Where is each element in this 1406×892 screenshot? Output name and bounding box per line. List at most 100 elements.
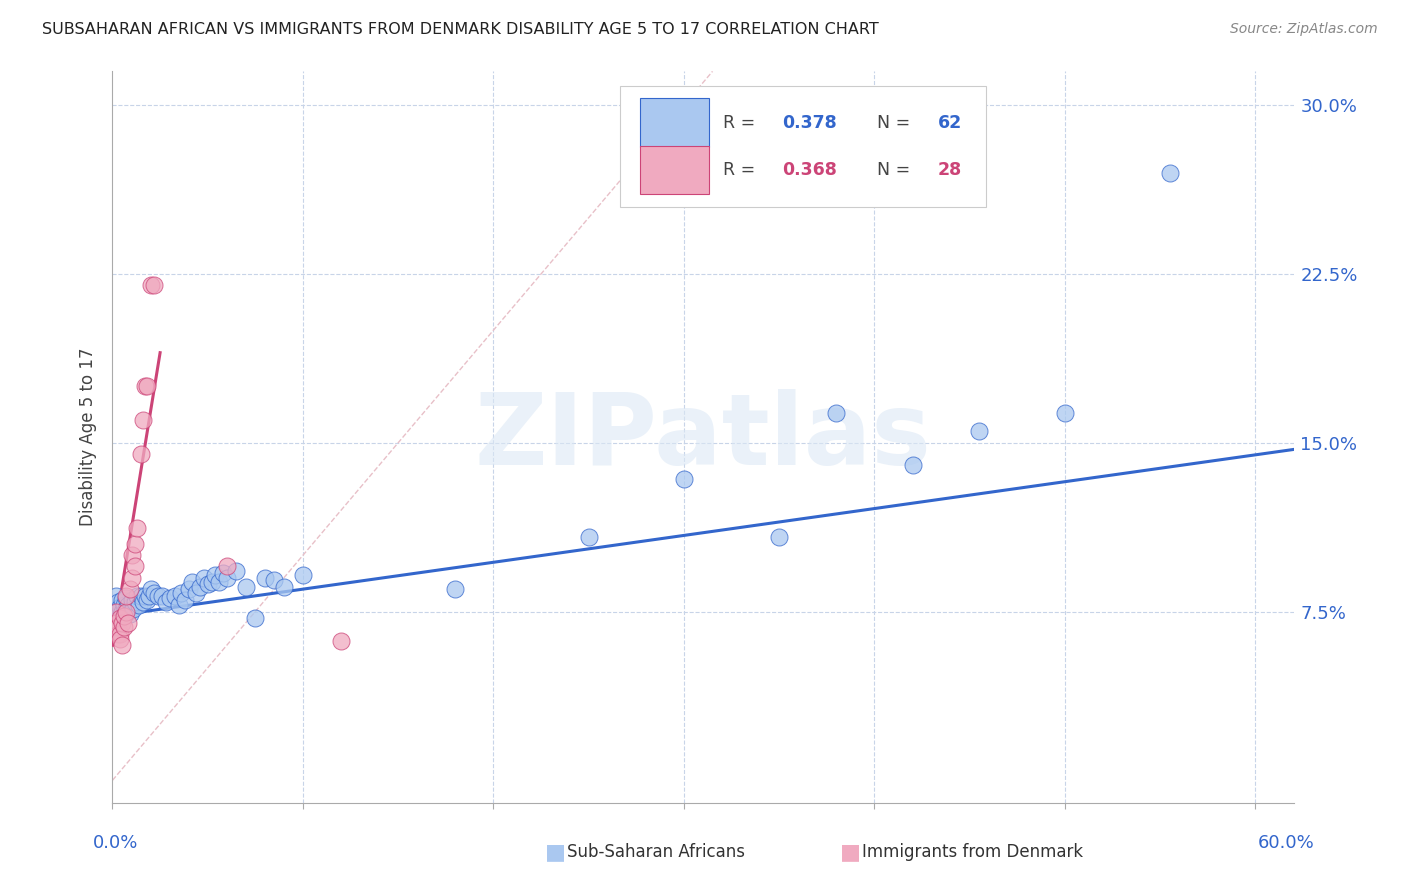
Point [188, 580, 211, 594]
Point [273, 580, 295, 594]
Point [124, 595, 146, 609]
Point [212, 566, 235, 581]
Point [112, 609, 135, 624]
Text: 0.0%: 0.0% [93, 834, 138, 852]
Point [225, 564, 247, 578]
Text: 0.378: 0.378 [782, 113, 837, 131]
Point [444, 582, 467, 596]
Point [121, 548, 143, 562]
Point [170, 586, 193, 600]
Point [148, 589, 170, 603]
Point [121, 598, 143, 612]
Point [128, 598, 150, 612]
Point [173, 593, 195, 607]
FancyBboxPatch shape [640, 98, 709, 146]
Point [118, 582, 141, 596]
Point [150, 589, 173, 603]
Point [155, 595, 177, 609]
Point [139, 278, 162, 293]
Point [108, 632, 131, 646]
Point [1159, 166, 1181, 180]
Point [143, 586, 166, 600]
Text: 28: 28 [938, 161, 962, 179]
Point [768, 530, 790, 544]
Point [291, 568, 314, 582]
Point [122, 602, 145, 616]
Point [105, 589, 128, 603]
Point [159, 591, 181, 605]
Point [114, 602, 136, 616]
Point [167, 598, 190, 612]
Point [107, 602, 129, 616]
Point [124, 537, 146, 551]
Point [235, 580, 257, 594]
Point [117, 615, 139, 630]
Text: Source: ZipAtlas.com: Source: ZipAtlas.com [1230, 22, 1378, 37]
Point [263, 573, 285, 587]
Point [139, 582, 162, 596]
Point [121, 593, 143, 607]
Text: 0.368: 0.368 [782, 161, 837, 179]
Point [108, 627, 131, 641]
Point [245, 611, 267, 625]
Text: ZIPatlas: ZIPatlas [475, 389, 931, 485]
Point [578, 530, 600, 544]
Point [114, 605, 136, 619]
Point [330, 633, 353, 648]
Point [105, 615, 128, 630]
Point [107, 620, 129, 634]
Point [108, 609, 131, 624]
Point [135, 379, 157, 393]
Point [1053, 407, 1076, 421]
Point [204, 568, 226, 582]
Text: Immigrants from Denmark: Immigrants from Denmark [862, 843, 1083, 861]
Point [114, 591, 136, 605]
Point [197, 577, 219, 591]
Y-axis label: Disability Age 5 to 17: Disability Age 5 to 17 [79, 348, 97, 526]
Text: R =: R = [723, 161, 761, 179]
Point [111, 615, 134, 630]
Point [135, 593, 157, 607]
Point [132, 595, 155, 609]
Point [111, 638, 134, 652]
Point [112, 607, 135, 621]
Point [129, 589, 152, 603]
Point [121, 571, 143, 585]
Point [967, 425, 990, 439]
Point [825, 407, 848, 421]
Point [111, 605, 134, 619]
Point [143, 278, 166, 293]
FancyBboxPatch shape [640, 146, 709, 194]
Point [672, 472, 695, 486]
Point [132, 413, 155, 427]
Point [112, 598, 135, 612]
Point [253, 571, 276, 585]
Point [107, 627, 129, 641]
Point [114, 589, 136, 603]
Point [127, 521, 149, 535]
Point [138, 589, 160, 603]
Text: 62: 62 [938, 113, 962, 131]
Text: SUBSAHARAN AFRICAN VS IMMIGRANTS FROM DENMARK DISABILITY AGE 5 TO 17 CORRELATION: SUBSAHARAN AFRICAN VS IMMIGRANTS FROM DE… [42, 22, 879, 37]
Text: 60.0%: 60.0% [1258, 834, 1315, 852]
Point [108, 599, 131, 614]
Point [177, 582, 200, 596]
Point [107, 595, 129, 609]
Point [127, 589, 149, 603]
Point [186, 586, 208, 600]
Point [215, 571, 238, 585]
Point [112, 620, 135, 634]
Text: Sub-Saharan Africans: Sub-Saharan Africans [567, 843, 745, 861]
Point [134, 589, 156, 603]
Point [165, 589, 187, 603]
Point [129, 447, 152, 461]
Point [105, 605, 128, 619]
Point [901, 458, 924, 473]
Point [111, 593, 134, 607]
Point [118, 607, 141, 621]
FancyBboxPatch shape [620, 86, 987, 207]
Point [108, 611, 131, 625]
Point [200, 575, 222, 590]
Point [117, 598, 139, 612]
Text: ■: ■ [841, 842, 860, 862]
